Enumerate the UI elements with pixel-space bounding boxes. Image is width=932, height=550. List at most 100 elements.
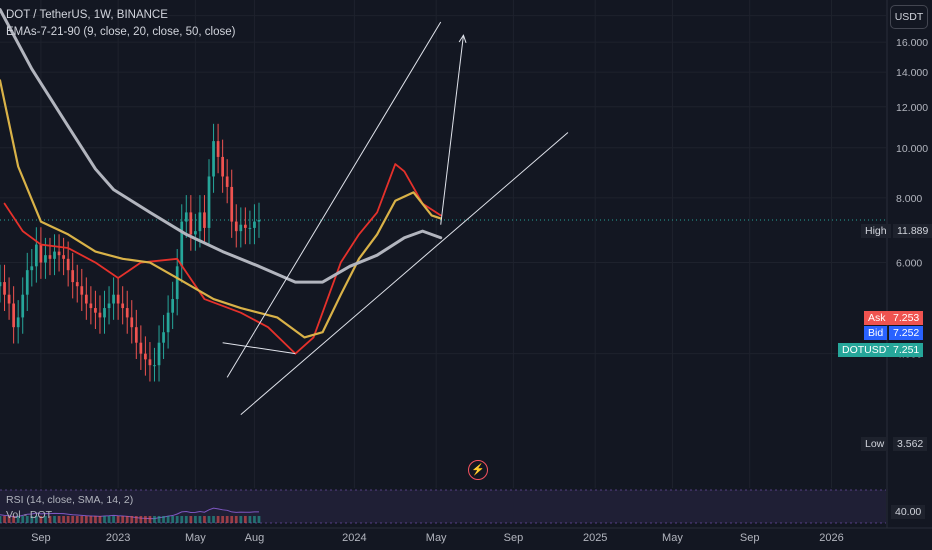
time-axis[interactable]: Sep 2023 May Aug 2024 May Sep 2025 May Sep 2026 <box>0 527 932 544</box>
candle-body <box>125 308 129 318</box>
volume-bar <box>212 516 215 523</box>
projection-arrow <box>440 35 464 225</box>
candle-body <box>189 212 193 235</box>
candle-body <box>239 224 243 232</box>
candle-body <box>230 186 234 222</box>
price-tick-label: 8.000 <box>896 193 922 205</box>
candle-body <box>62 255 65 259</box>
volume-bar <box>30 516 34 523</box>
candle-body <box>39 244 43 263</box>
candle-body <box>0 282 2 287</box>
time-tick-label: 2025 <box>583 532 607 544</box>
candle-body <box>248 227 252 229</box>
candle-body <box>157 342 161 366</box>
candle-body <box>16 317 20 328</box>
volume-bar <box>66 516 70 523</box>
indicator-legend[interactable]: EMAs-7-21-90 (9, close, 20, close, 50, c… <box>6 26 236 38</box>
lightning-icon[interactable]: ⚡ <box>468 460 488 480</box>
volume-bar <box>107 516 111 523</box>
time-tick-label: 2023 <box>106 532 130 544</box>
candle-body <box>162 332 165 343</box>
candle-body <box>207 176 211 228</box>
volume-bar <box>103 516 106 523</box>
candle-body <box>112 294 115 304</box>
volume-bar <box>134 516 138 523</box>
volume-bar <box>98 516 102 523</box>
candle-body <box>66 258 70 271</box>
volume-bar <box>225 516 229 523</box>
price-tick-label: 12.000 <box>896 102 928 114</box>
ema-lines <box>0 8 443 355</box>
volume-bar <box>53 516 56 523</box>
volume-bar <box>153 516 156 523</box>
candle-body <box>121 303 125 309</box>
volume-bar <box>39 516 43 523</box>
volume-bar <box>194 516 197 523</box>
candle-body <box>84 294 88 304</box>
volume-bar <box>0 516 2 523</box>
time-tick-label: 2026 <box>819 532 843 544</box>
rsi-pane <box>0 489 886 524</box>
time-tick-label: May <box>426 532 447 544</box>
volume-bar <box>112 516 115 523</box>
time-tick-label: Aug <box>245 532 265 544</box>
wedge-lower-line <box>240 132 569 415</box>
trend-drawings[interactable] <box>222 21 569 415</box>
rsi-axis-tick: 40.00 <box>891 505 926 519</box>
arrow-head <box>458 34 467 43</box>
candle-body <box>153 365 156 367</box>
volume-bar <box>84 516 88 523</box>
rsi-legend[interactable]: RSI (14, close, SMA, 14, 2) <box>6 494 134 506</box>
candle-body <box>130 317 134 328</box>
price-tick-label: 16.000 <box>896 37 928 49</box>
candle-body <box>57 251 61 256</box>
time-tick-label: Sep <box>31 532 51 544</box>
rsi-line <box>0 507 259 520</box>
candle-body <box>203 212 206 228</box>
time-tick-label: May <box>185 532 206 544</box>
volume-bar <box>130 516 134 523</box>
volume-bar <box>116 516 120 523</box>
candle-body <box>94 308 97 313</box>
symbol-tag: DOTUSDT <box>838 343 897 357</box>
volume-legend[interactable]: Vol - DOT <box>6 509 53 521</box>
candle-body <box>44 255 47 263</box>
volume-bar <box>71 516 75 523</box>
ema-line-3 <box>0 8 443 284</box>
volume-bar <box>203 516 206 523</box>
volume-bar <box>75 516 79 523</box>
candle-body <box>48 255 52 259</box>
volume-bar <box>12 516 15 523</box>
currency-button[interactable]: USDT <box>890 5 928 29</box>
candle-body <box>3 282 6 295</box>
volume-bar <box>3 516 6 523</box>
volume-bar <box>94 516 97 523</box>
candle-body <box>116 294 120 304</box>
candle-body <box>134 327 138 343</box>
candle-body <box>103 308 106 318</box>
symbol-title[interactable]: DOT / TetherUS, 1W, BINANCE <box>6 9 168 21</box>
volume-bar <box>157 516 161 523</box>
volume-bar <box>180 516 184 523</box>
price-tick-label: 6.000 <box>896 258 922 270</box>
wedge-upper-line <box>226 21 442 378</box>
candle-body <box>144 353 147 360</box>
ema-line-1 <box>3 163 442 355</box>
volume-bar <box>57 516 61 523</box>
candle-body <box>30 266 34 271</box>
candlesticks <box>0 123 261 523</box>
volume-bar <box>198 516 202 523</box>
candle-body <box>148 359 152 366</box>
volume-bar <box>21 516 25 523</box>
volume-bar <box>216 516 220 523</box>
volume-bar <box>162 516 165 523</box>
candle-body <box>180 221 184 267</box>
volume-bar <box>34 516 38 523</box>
candle-body <box>243 224 247 228</box>
volume-bar <box>44 516 47 523</box>
candle-body <box>71 270 75 283</box>
last-price-tag: 7.251 <box>889 343 924 357</box>
volume-bar <box>7 516 11 523</box>
volume-bar <box>148 516 152 523</box>
